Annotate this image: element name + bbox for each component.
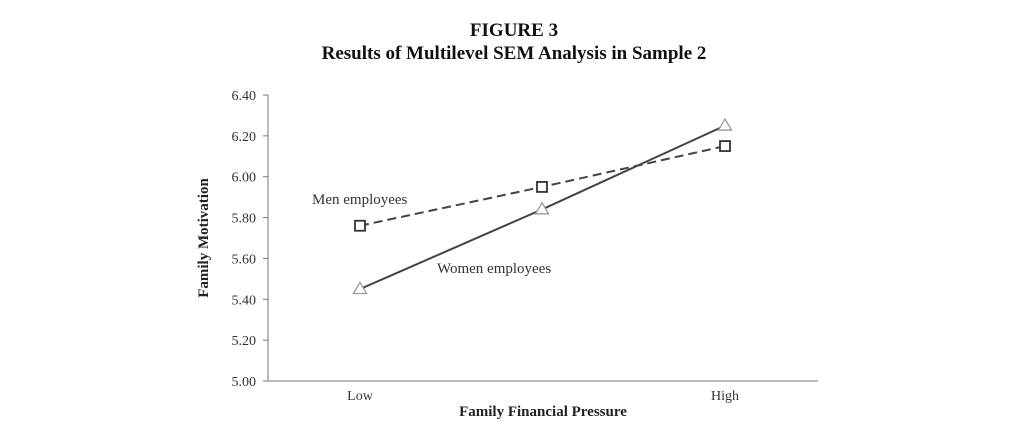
y-tick-label: 6.40	[232, 89, 257, 104]
square-marker	[719, 140, 731, 152]
series-women	[352, 117, 733, 295]
y-tick-label: 5.60	[232, 252, 257, 267]
y-tick-label: 5.80	[232, 212, 257, 227]
x-axis-title: Family Financial Pressure	[459, 404, 627, 420]
series-label-men: Men employees	[312, 192, 408, 208]
series-men	[354, 140, 731, 232]
x-tick-label: Low	[347, 389, 374, 404]
y-tick-label: 6.20	[232, 130, 257, 145]
figure-label: FIGURE 3	[469, 20, 559, 41]
triangle-marker	[352, 281, 368, 295]
series-layer	[352, 117, 733, 295]
x-tick-label: High	[711, 389, 739, 404]
y-axis-title: Family Motivation	[196, 178, 212, 298]
axes	[267, 95, 818, 382]
y-tick-label: 5.00	[232, 375, 257, 390]
x-ticks: Low High	[347, 389, 739, 404]
square-marker	[354, 219, 366, 232]
y-tick-label: 5.40	[232, 293, 257, 308]
square-marker	[536, 181, 548, 193]
y-tick-label: 6.00	[232, 171, 257, 186]
series-label-women: Women employees	[437, 261, 551, 277]
triangle-marker	[534, 201, 550, 215]
y-tick-label: 5.20	[232, 334, 257, 349]
triangle-marker	[717, 117, 733, 131]
chart-title: Results of Multilevel SEM Analysis in Sa…	[321, 43, 707, 64]
y-ticks: 5.00 5.20 5.40 5.60 5.80 6.00 6.20 6.40	[232, 89, 268, 390]
